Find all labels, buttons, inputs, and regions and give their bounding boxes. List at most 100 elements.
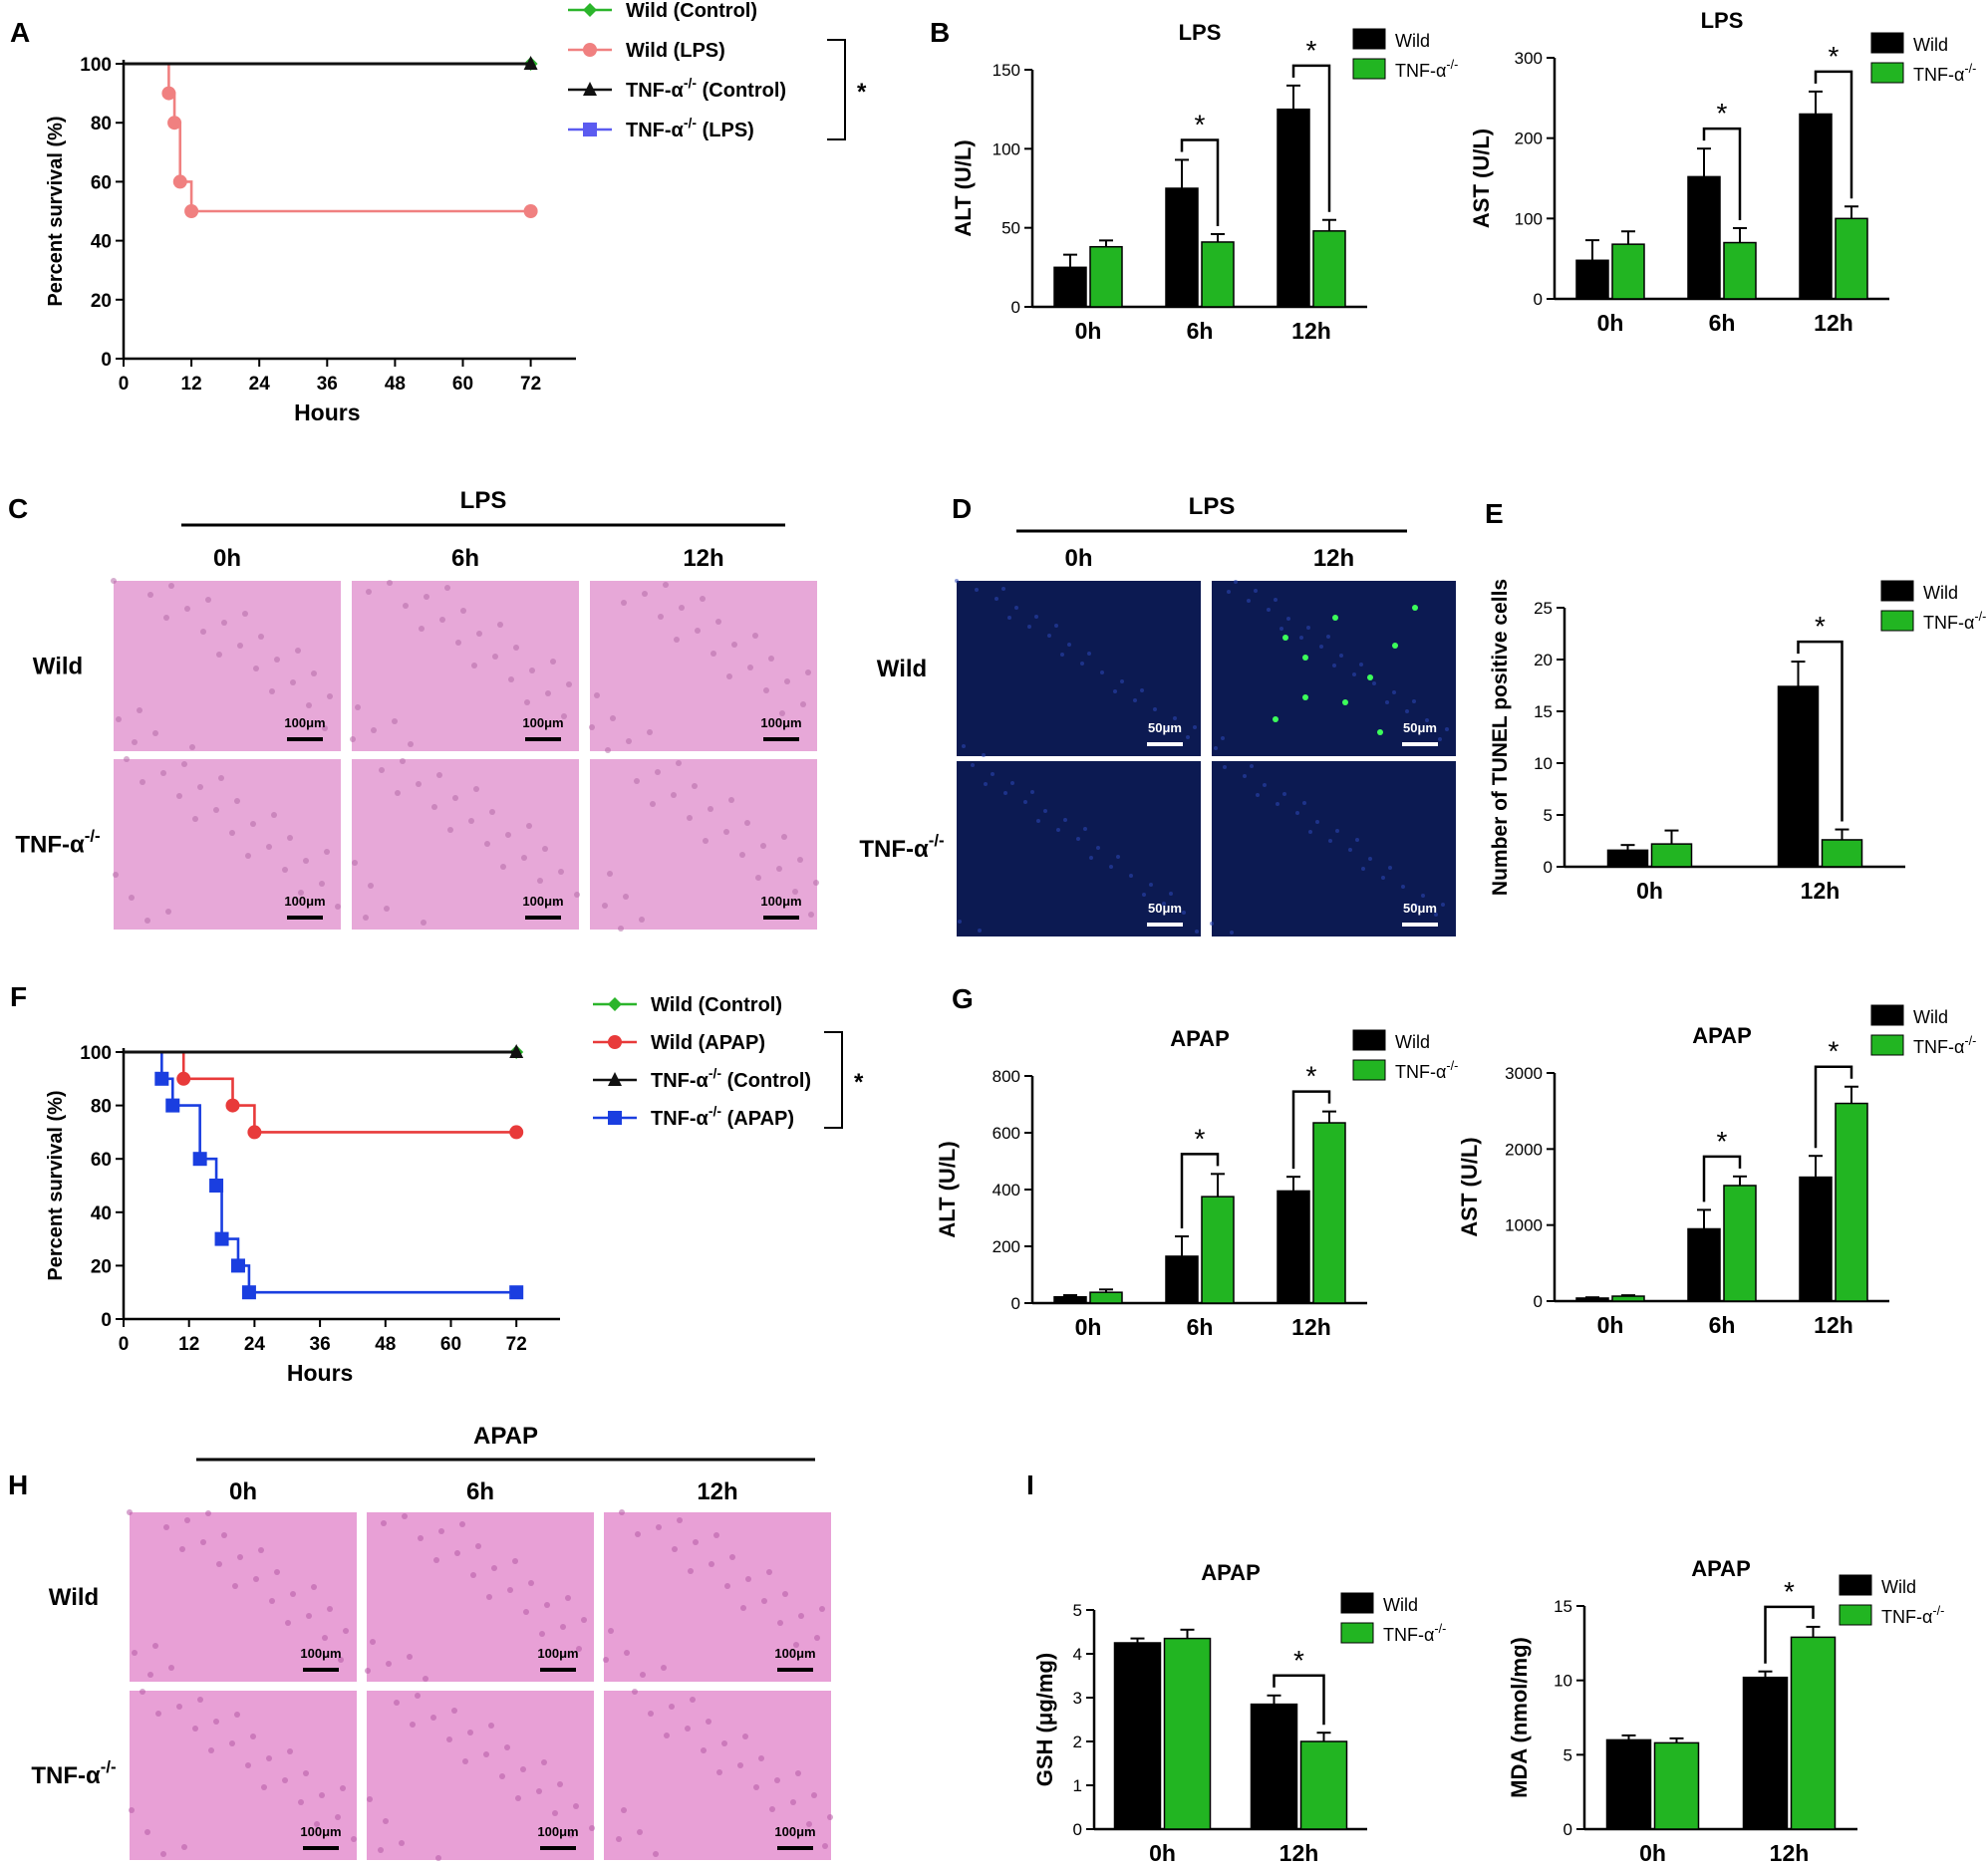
y-tick-label: 0	[1534, 290, 1543, 309]
tissue-texture	[497, 622, 503, 628]
tissue-texture	[132, 1650, 138, 1656]
scale-bar-label: 50μm	[1403, 720, 1437, 735]
x-axis-label: Hours	[287, 1360, 353, 1386]
tissue-texture	[632, 1689, 638, 1695]
tissue-texture	[213, 1719, 219, 1725]
x-tick-label: 36	[317, 374, 338, 395]
tissue-texture	[1441, 903, 1445, 907]
tissue-texture	[314, 1821, 320, 1827]
tissue-texture	[322, 1635, 328, 1641]
tissue-texture	[410, 1722, 416, 1728]
tissue-texture	[387, 580, 393, 586]
legend-swatch	[1870, 32, 1904, 54]
panel-letter-E: E	[1485, 498, 1504, 529]
tissue-texture	[624, 1650, 630, 1656]
tissue-texture	[371, 727, 377, 733]
tissue-texture	[402, 1513, 408, 1519]
y-tick-label: 20	[91, 1256, 112, 1277]
micrograph	[367, 1512, 594, 1682]
micrograph	[352, 759, 579, 930]
data-point	[523, 204, 538, 218]
tissue-texture	[1295, 811, 1299, 815]
tissue-texture	[486, 1594, 492, 1600]
bar	[1053, 1295, 1087, 1304]
tissue-texture	[365, 1668, 371, 1674]
tissue-texture	[250, 821, 256, 827]
tissue-texture	[1256, 793, 1260, 797]
legend-label: TNF-α-/- (Control)	[626, 75, 786, 102]
data-point	[161, 86, 176, 101]
tissue-texture	[1100, 670, 1104, 674]
tissue-texture	[677, 1517, 683, 1523]
tissue-texture	[755, 875, 761, 881]
tissue-texture	[1060, 653, 1064, 657]
tissue-texture	[269, 688, 275, 694]
data-point	[214, 1231, 229, 1246]
tissue-texture	[436, 772, 442, 778]
y-tick-label: 0	[1011, 298, 1020, 317]
tissue-texture	[216, 652, 222, 658]
tissue-texture	[1047, 634, 1051, 638]
tissue-texture	[245, 853, 251, 859]
legend-label: Wild (Control)	[651, 994, 782, 1016]
tissue-texture	[1153, 707, 1157, 711]
data-point	[184, 204, 199, 218]
tissue-texture	[768, 656, 774, 662]
tissue-texture	[455, 640, 461, 646]
scale-bar-label: 100μm	[537, 1824, 578, 1839]
scale-bar-label: 100μm	[774, 1646, 815, 1661]
tissue-texture	[610, 715, 616, 721]
tissue-texture	[701, 1747, 707, 1753]
y-tick-label: 100	[993, 139, 1020, 158]
tissue-texture	[258, 634, 264, 640]
tissue-texture	[269, 1598, 275, 1604]
bar	[1611, 243, 1645, 300]
y-tick-label: 50	[1001, 219, 1020, 238]
tissue-texture	[745, 1576, 751, 1582]
tissue-texture	[774, 1777, 780, 1783]
time-label: 6h	[451, 545, 479, 572]
tissue-texture	[253, 1576, 259, 1582]
y-axis-label: Number of TUNEL positive cells	[1489, 579, 1512, 896]
tissue-texture	[384, 906, 390, 912]
row-label: Wild	[877, 656, 927, 682]
legend-label: TNF-α-/-	[1913, 1034, 1976, 1057]
tissue-texture	[335, 1814, 341, 1820]
tissue-texture	[687, 815, 693, 821]
x-tick-label: 36	[310, 1334, 331, 1355]
tissue-texture	[769, 1806, 775, 1812]
tissue-texture	[505, 832, 511, 838]
tissue-texture	[421, 920, 426, 926]
legend-marker	[583, 123, 597, 136]
x-tick-label: 0h	[1597, 310, 1624, 336]
tissue-texture	[184, 1517, 190, 1523]
tissue-texture	[760, 843, 766, 849]
tissue-texture	[492, 654, 498, 660]
y-tick-label: 100	[80, 1043, 112, 1064]
tissue-texture	[676, 760, 682, 766]
scale-bar-label: 100μm	[760, 894, 801, 909]
survival-chart-A: 0 20 40 60 80 100 0 12 24 36 48 60 72 Hours Percent su…	[45, 0, 867, 425]
y-tick-label: 25	[1534, 599, 1553, 618]
tissue-texture	[672, 1546, 678, 1552]
tissue-texture	[814, 1635, 820, 1641]
tissue-texture	[747, 665, 753, 670]
tissue-texture	[1080, 662, 1084, 666]
tissue-texture	[1162, 902, 1166, 906]
tissue-texture	[975, 588, 979, 592]
scale-bar-label: 100μm	[284, 715, 325, 730]
tissue-texture	[431, 804, 437, 810]
tissue-texture	[1056, 828, 1060, 832]
tissue-texture	[700, 596, 706, 602]
tissue-texture	[512, 1558, 518, 1564]
tissue-texture	[744, 820, 750, 826]
tunel-positive-cell	[1342, 699, 1348, 705]
tissue-texture	[298, 1799, 304, 1805]
tissue-texture	[648, 1711, 654, 1717]
tissue-texture	[752, 633, 758, 639]
tissue-texture	[1392, 690, 1396, 694]
legend-label: TNF-α-/- (LPS)	[626, 115, 754, 141]
tissue-texture	[1385, 700, 1389, 704]
tissue-texture	[454, 1550, 460, 1556]
tissue-texture	[430, 1715, 436, 1721]
